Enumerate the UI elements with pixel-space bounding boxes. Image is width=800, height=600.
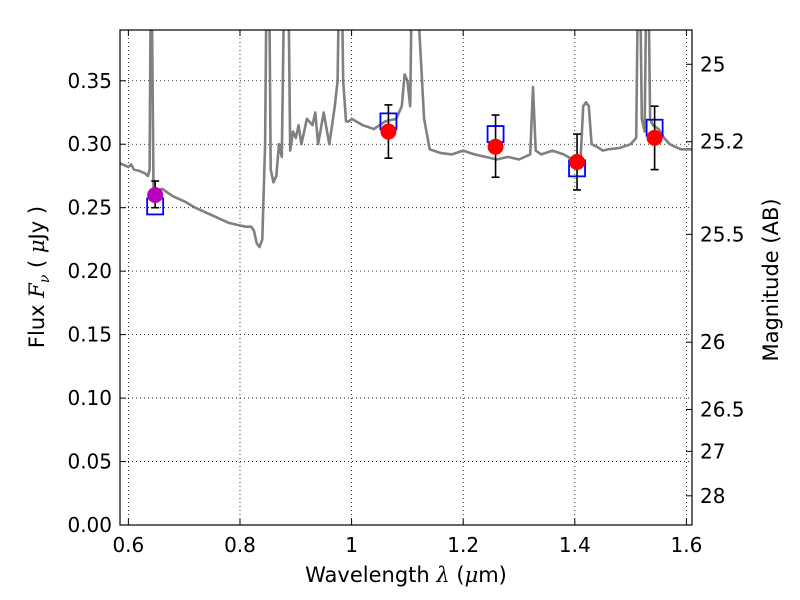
x-tick-label: 0.8 bbox=[224, 533, 256, 557]
observed-point bbox=[646, 129, 663, 146]
y2-tick-label: 25.2 bbox=[700, 130, 745, 154]
x-tick-label: 1.4 bbox=[559, 533, 591, 557]
observed-point bbox=[380, 123, 397, 140]
y-tick-label: 0.20 bbox=[67, 259, 112, 283]
x-tick-label: 1 bbox=[345, 533, 358, 557]
y-tick-label: 0.00 bbox=[67, 513, 112, 537]
observed-point bbox=[569, 154, 586, 170]
plot-frame bbox=[119, 29, 693, 526]
y-tick-label: 0.15 bbox=[67, 323, 112, 347]
x-axis-label: Wavelength λ (μm) bbox=[305, 563, 507, 587]
observed-point bbox=[147, 187, 164, 203]
y2-tick-label: 25 bbox=[700, 52, 725, 76]
x-tick-label: 1.6 bbox=[671, 533, 703, 557]
y2-tick-label: 26 bbox=[700, 330, 725, 354]
y-tick-label: 0.05 bbox=[67, 450, 112, 474]
y2-tick-label: 28 bbox=[700, 484, 725, 508]
y-tick-label: 0.35 bbox=[67, 69, 112, 93]
y-axis-label: Flux Fν ( μJy ) bbox=[25, 206, 53, 348]
y-tick-label: 0.25 bbox=[67, 196, 112, 220]
plot-background bbox=[120, 30, 692, 525]
axis-ticks: 0.6 0.8 1 1.2 1.4 1.6 0.00 0.05 0.10 0.15 0.20 0.25… bbox=[67, 30, 745, 557]
data-points-layer bbox=[146, 104, 664, 216]
y2-axis-label: Magnitude (AB) bbox=[759, 198, 783, 361]
observed-point bbox=[487, 138, 504, 155]
x-tick-label: 1.2 bbox=[447, 533, 479, 557]
x-tick-label: 0.6 bbox=[112, 533, 144, 557]
y2-tick-label: 27 bbox=[700, 439, 725, 463]
y-tick-label: 0.10 bbox=[67, 386, 112, 410]
y2-tick-label: 26.5 bbox=[700, 398, 745, 422]
y2-tick-label: 25.5 bbox=[700, 222, 745, 246]
model-spectrum-line bbox=[120, 30, 692, 249]
y-tick-label: 0.30 bbox=[67, 132, 112, 156]
model-spectrum-layer bbox=[120, 30, 692, 249]
